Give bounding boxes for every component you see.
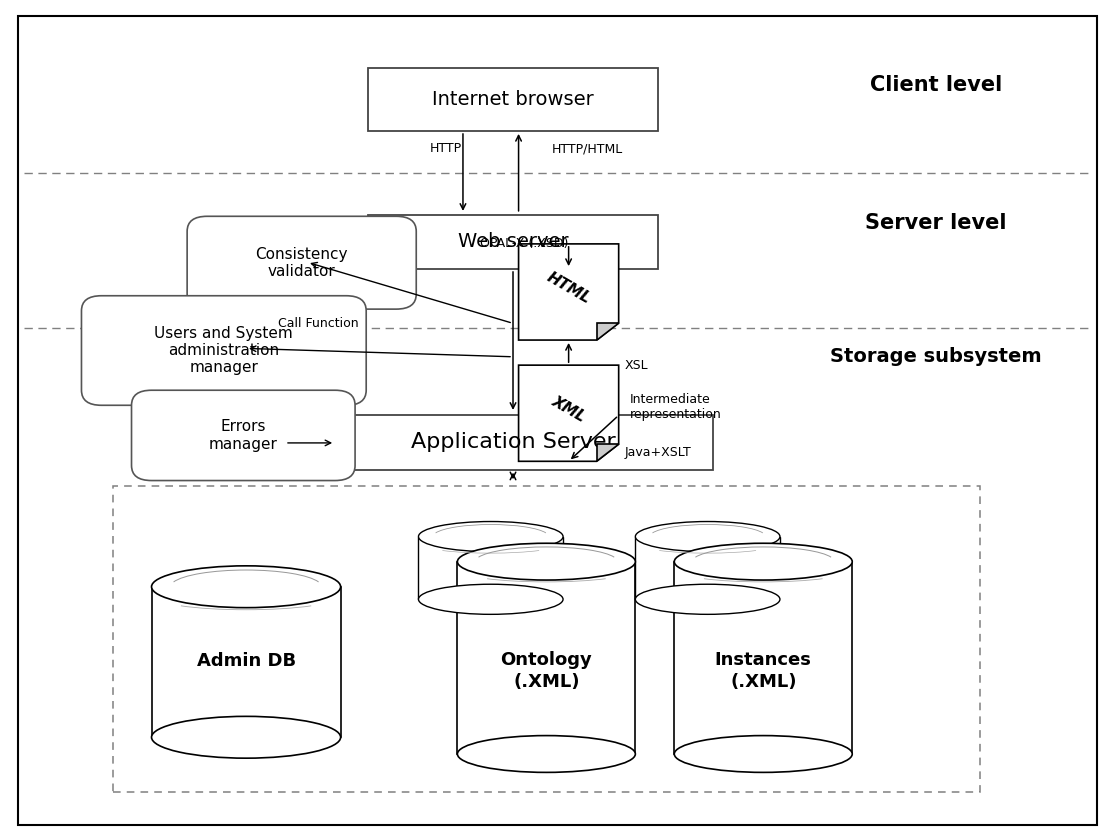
- FancyBboxPatch shape: [113, 487, 980, 792]
- Ellipse shape: [636, 584, 780, 614]
- Text: Web server: Web server: [457, 232, 569, 252]
- Polygon shape: [418, 537, 563, 599]
- Text: Server level: Server level: [865, 213, 1007, 233]
- Ellipse shape: [675, 736, 852, 773]
- Ellipse shape: [152, 565, 340, 607]
- Ellipse shape: [675, 544, 852, 580]
- Ellipse shape: [636, 522, 780, 551]
- FancyBboxPatch shape: [368, 68, 658, 131]
- Polygon shape: [152, 586, 340, 737]
- FancyBboxPatch shape: [187, 216, 416, 309]
- FancyBboxPatch shape: [81, 295, 366, 405]
- Text: Admin DB: Admin DB: [196, 652, 295, 670]
- Text: Application Server: Application Server: [410, 432, 615, 452]
- Polygon shape: [518, 365, 619, 461]
- Ellipse shape: [418, 522, 563, 551]
- Text: Call Function: Call Function: [278, 317, 359, 330]
- Text: HTTP: HTTP: [430, 142, 463, 155]
- Ellipse shape: [457, 736, 636, 773]
- Ellipse shape: [418, 584, 563, 614]
- Text: Ontology: Ontology: [501, 651, 592, 669]
- Text: Intermediate
representation: Intermediate representation: [630, 393, 721, 421]
- Polygon shape: [597, 444, 619, 461]
- Ellipse shape: [457, 544, 636, 580]
- Text: XSL: XSL: [624, 358, 648, 372]
- Text: Errors
manager: Errors manager: [209, 420, 278, 451]
- Text: Storage subsystem: Storage subsystem: [830, 347, 1041, 367]
- FancyBboxPatch shape: [368, 215, 658, 269]
- Text: (.XML): (.XML): [730, 673, 796, 691]
- Text: Java+XSLT: Java+XSLT: [624, 446, 691, 460]
- Text: (.XML): (.XML): [513, 673, 580, 691]
- Text: Consistency
validator: Consistency validator: [255, 247, 348, 279]
- Polygon shape: [675, 561, 852, 754]
- Polygon shape: [518, 244, 619, 340]
- Text: HTTP/HTML: HTTP/HTML: [552, 142, 623, 155]
- Text: XML: XML: [549, 393, 589, 425]
- Polygon shape: [636, 537, 780, 599]
- Text: Instances: Instances: [715, 651, 812, 669]
- FancyBboxPatch shape: [313, 415, 714, 470]
- Text: Users and System
administration
manager: Users and System administration manager: [155, 326, 293, 375]
- Text: Client level: Client level: [870, 75, 1001, 95]
- Text: OPAL-X (.XSD): OPAL-X (.XSD): [479, 237, 569, 250]
- Ellipse shape: [152, 717, 340, 758]
- Text: HTML: HTML: [544, 269, 593, 306]
- Polygon shape: [597, 323, 619, 340]
- FancyBboxPatch shape: [132, 390, 355, 481]
- Text: Internet browser: Internet browser: [433, 90, 594, 109]
- Polygon shape: [457, 561, 636, 754]
